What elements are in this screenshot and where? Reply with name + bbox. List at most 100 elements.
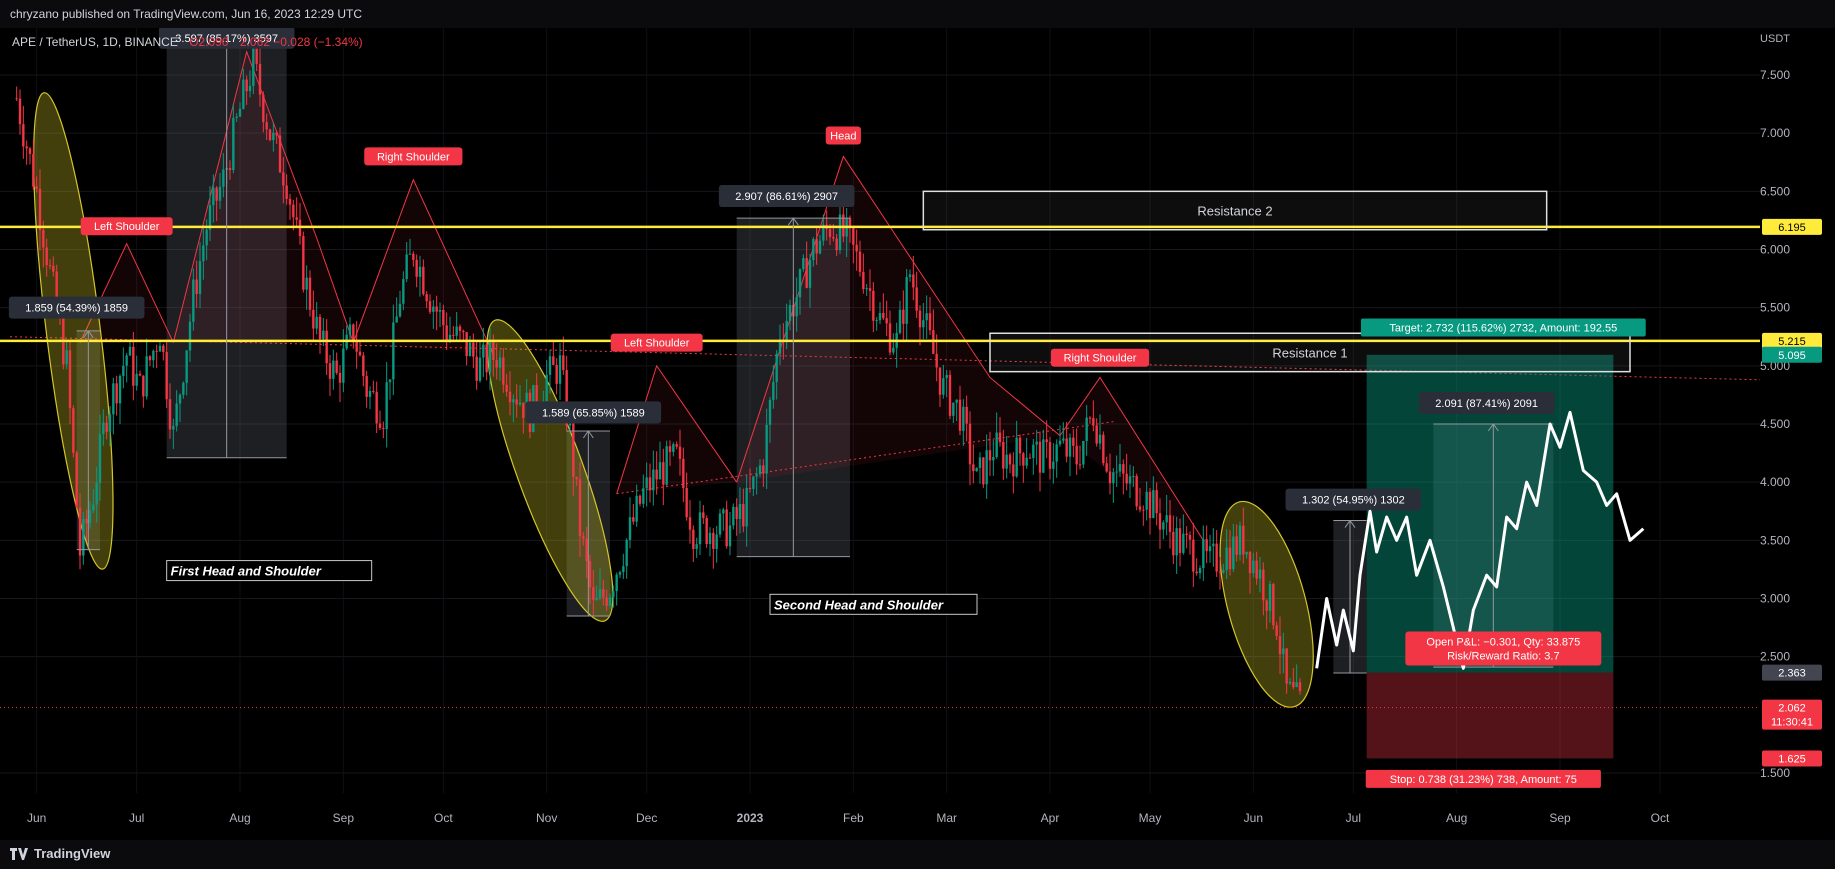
candle-body — [388, 379, 392, 383]
resistance-zone-box — [922, 190, 1548, 231]
candle-body — [312, 309, 315, 329]
candle-body — [32, 153, 35, 187]
candle-body — [208, 205, 212, 230]
resistance-zone-label: Resistance 2 — [1197, 204, 1272, 219]
candle-body — [82, 518, 85, 556]
candle-body — [28, 148, 32, 154]
candle-body — [748, 487, 752, 489]
candle-body — [448, 334, 452, 341]
y-tick-label: 6.000 — [1760, 243, 1790, 257]
candle-body — [668, 446, 672, 452]
candle-body — [1192, 539, 1195, 572]
candle-body — [348, 324, 352, 335]
pattern-title: First Head and Shoulder — [171, 564, 322, 579]
candle-body — [45, 247, 48, 266]
candle-body — [722, 509, 725, 514]
candle-body — [85, 518, 88, 524]
tradingview-logo[interactable]: TradingView — [10, 846, 110, 861]
candle-body — [1258, 569, 1262, 579]
candle-body — [905, 277, 908, 324]
candle-body — [475, 356, 478, 381]
candle-body — [828, 229, 832, 238]
x-tick-label: Dec — [636, 811, 657, 825]
candle-body — [162, 345, 165, 353]
x-tick-label: Nov — [536, 811, 557, 825]
candle-body — [832, 237, 835, 239]
pattern-label-box — [1050, 348, 1150, 367]
candle-body — [445, 325, 448, 341]
candle-body — [978, 457, 982, 468]
candle-body — [562, 355, 565, 371]
candle-body — [745, 487, 748, 527]
candle-body — [432, 306, 435, 312]
candle-body — [618, 572, 622, 575]
candle-body — [1262, 569, 1265, 601]
neckline — [616, 421, 1114, 495]
candle-body — [212, 187, 215, 206]
candle-body — [1128, 476, 1132, 484]
candle-body — [965, 406, 968, 424]
candle-body — [1285, 648, 1288, 684]
candle-body — [75, 452, 78, 508]
price-axis-label: 2.062 — [1778, 703, 1806, 715]
candle-body — [948, 374, 952, 416]
candle-body — [1115, 471, 1118, 473]
candle-body — [1168, 515, 1172, 532]
candle-body — [695, 544, 698, 549]
candle-body — [565, 370, 568, 426]
measure-arrowhead — [1487, 423, 1499, 432]
measure-label-box — [158, 26, 295, 49]
candle-body — [1062, 438, 1065, 441]
candle-body — [662, 462, 665, 485]
candle-body — [112, 383, 115, 415]
candle-body — [622, 566, 625, 573]
candle-body — [1045, 439, 1048, 443]
y-tick-label: 1.500 — [1760, 766, 1790, 780]
candle-body — [728, 525, 732, 547]
candle-body — [1182, 533, 1185, 553]
candle-body — [882, 312, 885, 319]
candle-body — [638, 495, 642, 504]
candle-body — [142, 375, 145, 397]
candle-body — [598, 589, 602, 598]
candle-body — [1122, 464, 1125, 474]
pnl-box — [1405, 631, 1602, 666]
candle-body — [1025, 457, 1028, 466]
candle-body — [92, 504, 95, 511]
candle-body — [165, 352, 168, 400]
x-tick-label: Feb — [843, 811, 864, 825]
candle-body — [1082, 441, 1085, 465]
candle-body — [1148, 491, 1152, 519]
x-tick-label: Sep — [333, 811, 355, 825]
candle-body — [245, 79, 248, 92]
candle-body — [382, 427, 385, 430]
candle-body — [788, 305, 792, 321]
x-tick-label: Oct — [434, 811, 453, 825]
candle-body — [138, 373, 142, 376]
candle-body — [188, 321, 192, 351]
candle-body — [302, 235, 305, 290]
candle-body — [238, 108, 242, 117]
candle-body — [315, 316, 318, 329]
candle-body — [278, 135, 282, 173]
candle-body — [328, 363, 332, 379]
chart-area[interactable]: 7.500 7.000 6.500 6.000 5.500 5.000 4.500 4.000… — [0, 26, 1835, 840]
candle-body — [862, 271, 865, 290]
candle-body — [1152, 490, 1155, 519]
candle-body — [98, 434, 102, 483]
candle-body — [182, 382, 185, 395]
y-tick-label: 7.500 — [1760, 68, 1790, 82]
price-chart[interactable]: 7.5007.0006.5006.0005.5005.0004.5004.000… — [0, 26, 1835, 840]
candle-body — [392, 322, 395, 380]
candle-body — [55, 271, 58, 309]
candle-body — [1178, 528, 1182, 553]
candle-body — [675, 444, 678, 447]
candle-body — [945, 374, 948, 379]
candle-body — [518, 402, 522, 405]
publish-bar: chryzano published on TradingView.com, J… — [0, 0, 1835, 28]
price-axis-label: 5.095 — [1778, 350, 1806, 362]
candle-body — [158, 345, 162, 352]
candle-body — [262, 94, 265, 123]
measure-label-box — [525, 401, 662, 424]
candle-body — [1215, 543, 1218, 572]
